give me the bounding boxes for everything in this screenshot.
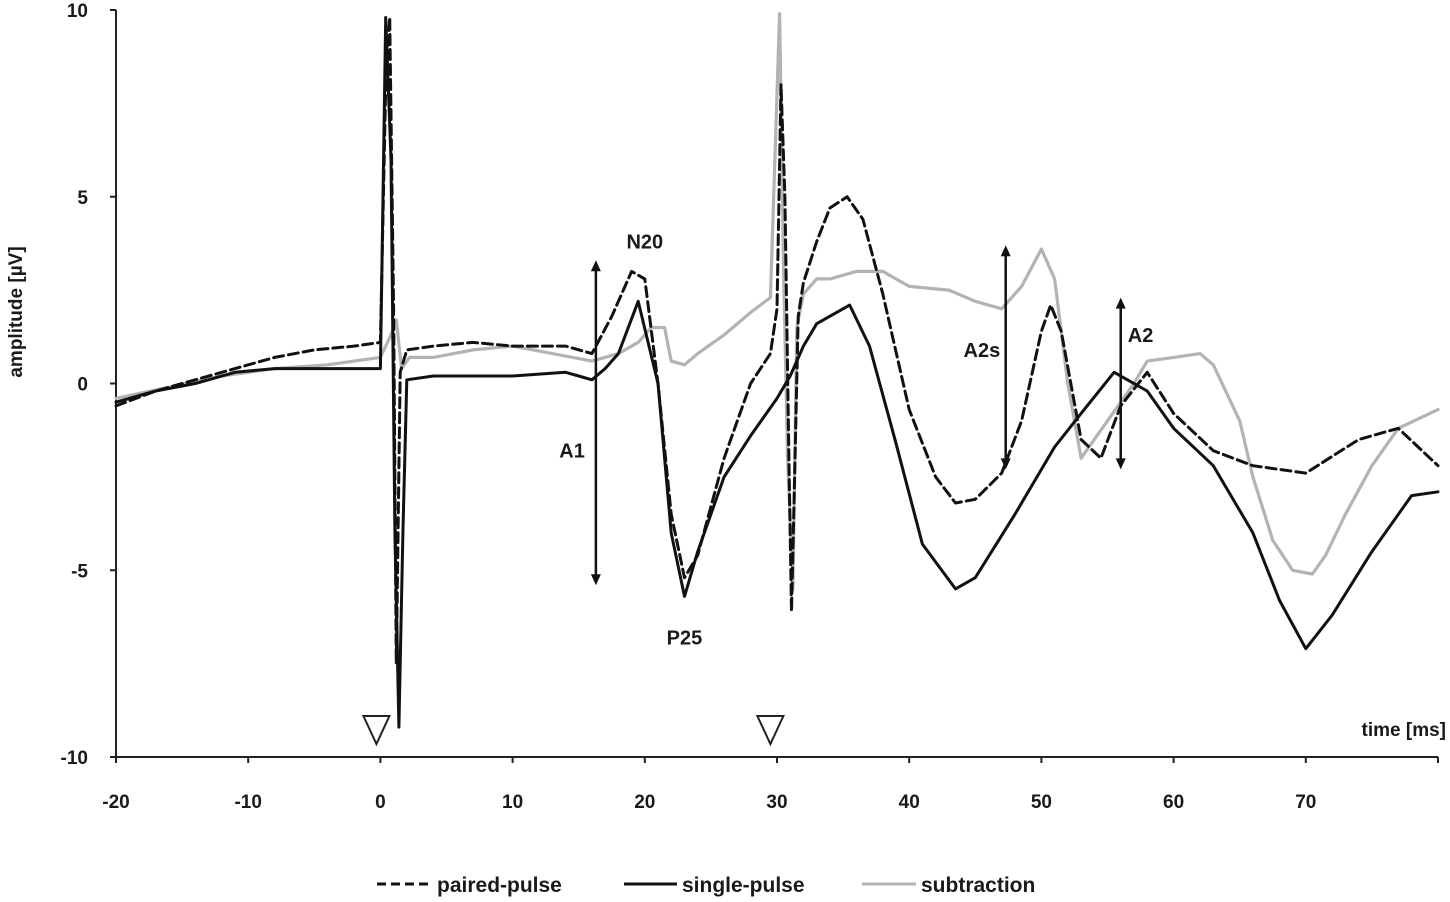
y-axis-label: amplitude [µV] (6, 246, 27, 377)
stimulus-marker (361, 715, 392, 747)
amplitude-arrow-head (1000, 458, 1011, 470)
stimulus-marker (755, 715, 785, 747)
amplitude-arrow-head (1115, 458, 1126, 470)
annotations: N20 P25 A1 A2s A2 (361, 232, 1154, 747)
x-tick-label: 50 (1031, 792, 1052, 813)
y-tick-label: 5 (77, 188, 88, 209)
amplitude-arrow-head (590, 574, 601, 586)
legend-label-single-pulse: single-pulse (682, 874, 805, 897)
x-tick-label: 0 (375, 792, 386, 813)
series-line-paired-pulse (114, 16, 1440, 666)
y-tick-label: 10 (67, 1, 88, 22)
annotation-p25: P25 (667, 627, 703, 649)
legend: paired-pulse single-pulse subtraction (377, 874, 1035, 897)
legend-label-paired-pulse: paired-pulse (437, 874, 562, 897)
x-tick-label: 20 (634, 792, 655, 813)
x-tick-label: 10 (502, 792, 523, 813)
x-tick-label: -10 (234, 792, 261, 813)
series-line-subtraction (114, 12, 1440, 591)
legend-label-subtraction: subtraction (921, 874, 1035, 897)
amplitude-arrow-head (590, 260, 601, 272)
x-axis-label: time [ms] (1362, 720, 1446, 741)
x-tick-label: -20 (102, 792, 129, 813)
x-tick-label: 30 (766, 792, 787, 813)
annotation-a1: A1 (559, 441, 585, 463)
annotation-a2: A2 (1128, 325, 1154, 347)
y-tick-label: -5 (71, 561, 88, 582)
x-tick-label: 60 (1163, 792, 1184, 813)
amplitude-arrow-head (1000, 245, 1011, 257)
annotation-a2s: A2s (964, 340, 1001, 362)
y-tick-label: -10 (61, 748, 88, 769)
x-tick-label: 70 (1295, 792, 1316, 813)
amplitude-arrow-head (1115, 297, 1126, 309)
annotation-n20: N20 (626, 232, 663, 254)
y-tick-label: 0 (77, 375, 88, 396)
series-layer (114, 12, 1440, 729)
x-tick-label: 40 (899, 792, 920, 813)
